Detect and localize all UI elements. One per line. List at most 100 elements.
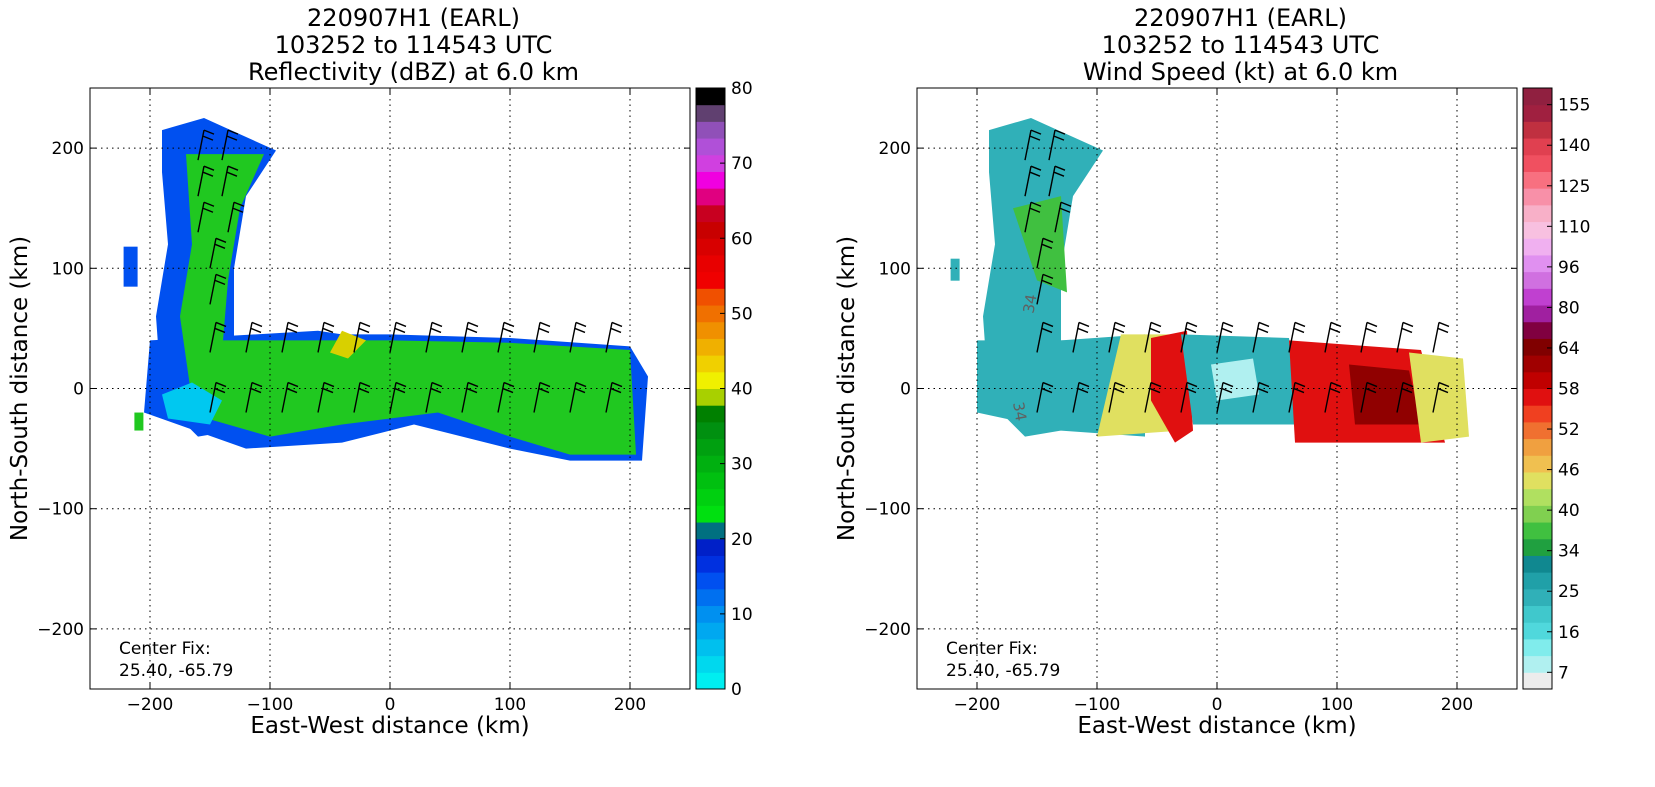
chart-title-line2: 103252 to 114543 UTC [274, 31, 553, 59]
wind-barb [1072, 381, 1090, 413]
colorbar-swatch [696, 505, 725, 523]
wind-barb [389, 381, 407, 413]
y-axis-label: North-South distance (km) [834, 236, 860, 541]
colorbar-swatch [696, 605, 725, 623]
colorbar-swatch [696, 438, 725, 456]
wind-barb [1036, 237, 1054, 269]
colorbar-tick-label: 10 [731, 605, 753, 625]
wind-barb [1180, 321, 1198, 353]
contour-label: 34 [1009, 400, 1030, 422]
wind-barb [245, 321, 263, 353]
colorbar-swatch [1523, 572, 1552, 590]
colorbar-swatch [1523, 121, 1552, 139]
wind-barb [569, 381, 587, 413]
colorbar-swatch [696, 538, 725, 556]
y-tick-label: −200 [864, 620, 911, 640]
colorbar-swatch [1523, 438, 1552, 456]
wind-barb [221, 165, 239, 197]
wind-barb [281, 321, 299, 353]
colorbar [695, 87, 726, 690]
colorbar-swatch [696, 371, 725, 389]
colorbar-swatch [1523, 355, 1552, 373]
echo-cell-southwest [134, 412, 144, 431]
colorbar-tick-label: 58 [1558, 380, 1580, 400]
x-tick-label: −100 [1074, 695, 1121, 715]
wind-barb [533, 381, 551, 413]
wind-barb [1048, 129, 1066, 161]
center-fix-label: Center Fix: [119, 639, 211, 659]
data-field [123, 118, 648, 461]
colorbar-swatch [696, 88, 725, 106]
chart-title-line1: 220907H1 (EARL) [307, 4, 520, 32]
wind-region-yellow-east [1409, 352, 1469, 443]
colorbar-swatch [1523, 421, 1552, 440]
colorbar-tick-label: 140 [1558, 136, 1590, 156]
wind-barb [1288, 381, 1306, 413]
wind-barb [1024, 201, 1042, 233]
colorbar-swatch [696, 638, 725, 657]
colorbar-swatch [1523, 471, 1552, 490]
chart-title-line2: 103252 to 114543 UTC [1101, 31, 1380, 59]
center-fix-value: 25.40, -65.79 [119, 661, 233, 681]
wind-speed-chart: 34 34 −200 −100 0 100 200 −200 −100 0 100 200 East-W… [834, 87, 1590, 739]
ticks [90, 88, 690, 689]
wind-barb [605, 381, 623, 413]
center-fix-label: Center Fix: [946, 639, 1038, 659]
colorbar-swatch [1523, 672, 1552, 690]
colorbar-tick-label: 50 [731, 304, 753, 324]
colorbar-swatch [1523, 138, 1552, 156]
colorbar-tick-label: 155 [1558, 96, 1590, 116]
colorbar-swatch [696, 588, 725, 607]
wind-barb [1180, 381, 1198, 413]
y-tick-label: 200 [879, 139, 911, 159]
colorbar-tick-label: 16 [1558, 623, 1580, 643]
wind-barb [221, 129, 239, 161]
wind-barb [1048, 165, 1066, 197]
colorbar-swatch [1523, 238, 1552, 256]
colorbar-tick-label: 96 [1558, 258, 1580, 278]
colorbar-swatch [696, 555, 725, 573]
grid [90, 88, 690, 689]
colorbar-swatch [1523, 221, 1552, 239]
y-tick-label: −100 [864, 500, 911, 520]
contour-label: 34 [1020, 293, 1041, 315]
wind-barb [197, 165, 215, 197]
grid [917, 88, 1517, 689]
wind-barb [209, 237, 227, 269]
wind-barb [209, 321, 227, 353]
colorbar-swatch [1523, 605, 1552, 623]
x-tick-label: −100 [247, 695, 294, 715]
x-tick-label: 0 [385, 695, 396, 715]
wind-barb [425, 381, 443, 413]
colorbar-swatch [696, 338, 725, 356]
wind-barb [1108, 381, 1126, 413]
wind-barb [1144, 381, 1162, 413]
colorbar-tick-label: 7 [1558, 663, 1569, 683]
ticks [917, 88, 1517, 689]
wind-barb [497, 381, 515, 413]
colorbar-swatch [1523, 321, 1552, 339]
colorbar-tick-label: 0 [731, 680, 742, 700]
wind-barb [317, 321, 335, 353]
colorbar-tick-label: 40 [731, 380, 753, 400]
wind-barb [197, 201, 215, 233]
colorbar-swatch [696, 171, 725, 189]
wind-barb [227, 201, 245, 233]
colorbar-tick-label: 70 [731, 154, 753, 174]
wind-barb [1324, 381, 1342, 413]
wind-barb [353, 381, 371, 413]
wind-barb [1360, 321, 1378, 353]
x-axis-label: East-West distance (km) [1077, 713, 1356, 739]
chart-title-line1: 220907H1 (EARL) [1134, 4, 1347, 32]
colorbar-swatch [1523, 522, 1552, 540]
reflectivity-chart: −200 −100 0 100 200−200−1000100200East-West … [7, 79, 753, 739]
wind-cell-west [950, 258, 960, 281]
colorbar-swatch [1523, 455, 1552, 473]
colorbar [1522, 87, 1553, 690]
wind-barb [1036, 321, 1054, 353]
wind-barb [1252, 321, 1270, 353]
x-tick-label: 200 [1441, 695, 1473, 715]
colorbar-swatch [1523, 488, 1552, 506]
colorbar-swatch [696, 321, 725, 339]
y-tick-label: 100 [52, 259, 84, 279]
